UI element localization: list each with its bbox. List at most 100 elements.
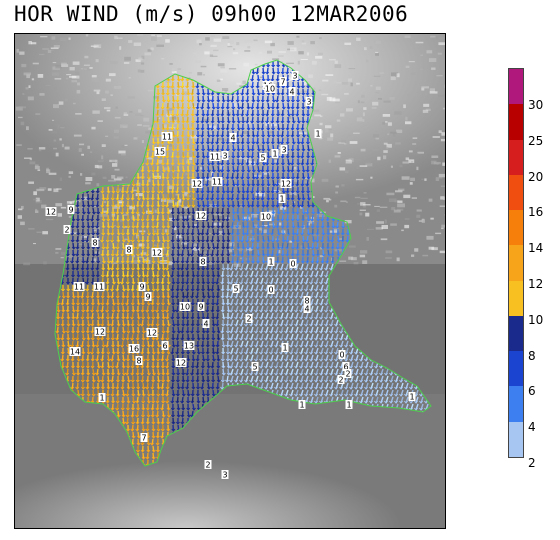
terrain-speckle <box>383 150 388 153</box>
terrain-speckle <box>26 126 29 131</box>
wind-arrow <box>267 130 270 138</box>
terrain-speckle <box>334 64 342 68</box>
wind-arrowhead <box>180 232 185 236</box>
wind-arrow <box>246 193 249 201</box>
wind-arrowhead <box>276 127 281 131</box>
wind-arrow <box>272 67 275 75</box>
terrain-speckle <box>405 116 408 121</box>
wind-arrowhead <box>206 225 211 229</box>
terrain-speckle <box>78 199 81 201</box>
wind-arrow <box>301 179 304 187</box>
wind-arrowhead <box>215 148 220 152</box>
terrain-speckle <box>113 86 122 89</box>
terrain-speckle <box>265 121 269 126</box>
terrain-speckle <box>383 142 388 145</box>
wind-arrowhead <box>285 190 290 194</box>
wind-arrow <box>181 172 184 180</box>
terrain-speckle <box>192 52 197 55</box>
wind-arrowhead <box>280 99 285 103</box>
wind-arrow <box>181 137 184 145</box>
wind-arrowhead <box>170 239 175 243</box>
terrain-speckle <box>310 178 315 183</box>
wind-arrow <box>266 109 269 117</box>
wind-arrowhead <box>135 211 140 215</box>
wind-arrowhead <box>256 92 261 96</box>
wind-arrowhead <box>206 134 211 138</box>
terrain-speckle <box>207 96 212 99</box>
wind-arrowhead <box>220 225 225 229</box>
wind-arrow <box>282 207 285 215</box>
wind-arrowhead <box>200 190 205 194</box>
wind-arrowhead <box>231 211 236 215</box>
wind-arrowhead <box>245 113 250 117</box>
terrain-speckle <box>403 194 411 199</box>
terrain-speckle <box>91 75 97 78</box>
wind-arrowhead <box>166 113 171 117</box>
wind-arrowhead <box>276 232 281 236</box>
wind-arrowhead <box>221 190 226 194</box>
wind-arrowhead <box>71 218 76 222</box>
wind-arrowhead <box>100 239 105 243</box>
wind-arrowhead <box>291 120 296 124</box>
wind-arrow <box>226 123 229 131</box>
terrain-speckle <box>102 176 107 179</box>
wind-arrowhead <box>250 113 255 117</box>
wind-arrowhead <box>161 127 166 131</box>
terrain-speckle <box>55 64 62 69</box>
wind-arrowhead <box>286 169 291 173</box>
terrain-speckle <box>443 196 445 201</box>
wind-arrow <box>196 102 199 110</box>
terrain-speckle <box>96 183 100 187</box>
wind-arrowhead <box>131 232 136 236</box>
wind-arrowhead <box>266 239 271 243</box>
wind-arrowhead <box>201 176 206 180</box>
terrain-speckle <box>127 96 135 99</box>
wind-arrowhead <box>295 183 300 187</box>
terrain-speckle <box>393 209 401 213</box>
terrain-speckle <box>422 254 429 257</box>
wind-arrowhead <box>175 134 180 138</box>
wind-arrowhead <box>186 148 191 152</box>
wind-arrowhead <box>270 106 275 110</box>
wind-arrowhead <box>106 190 111 194</box>
wind-arrowhead <box>210 134 215 138</box>
terrain-speckle <box>153 229 161 231</box>
terrain-speckle <box>222 36 230 39</box>
terrain-speckle <box>260 67 268 71</box>
terrain-speckle <box>359 209 366 211</box>
wind-arrowhead <box>241 190 246 194</box>
terrain-speckle <box>340 200 347 203</box>
terrain-speckle <box>255 187 264 190</box>
terrain-speckle <box>405 65 410 68</box>
wind-arrow <box>172 200 175 208</box>
wind-arrow <box>166 172 169 180</box>
terrain-speckle <box>277 246 284 250</box>
terrain-speckle <box>326 96 332 101</box>
terrain-speckle <box>362 205 366 208</box>
terrain-speckle <box>318 52 323 55</box>
terrain-speckle <box>106 109 111 112</box>
wind-arrowhead <box>281 190 286 194</box>
wind-arrow <box>187 186 190 194</box>
wind-arrowhead <box>206 169 211 173</box>
terrain-speckle <box>391 207 396 211</box>
terrain-speckle <box>351 257 357 261</box>
terrain-speckle <box>226 251 233 253</box>
wind-arrowhead <box>125 190 129 194</box>
wind-arrowhead <box>256 113 261 117</box>
wind-arrow <box>172 130 175 138</box>
terrain-speckle <box>416 166 419 171</box>
wind-arrowhead <box>295 218 300 222</box>
wind-arrowhead <box>151 134 156 138</box>
wind-arrow <box>181 102 184 110</box>
terrain-speckle <box>216 79 221 82</box>
terrain-speckle <box>332 98 340 102</box>
wind-arrow <box>231 221 234 229</box>
wind-arrow <box>102 214 105 222</box>
wind-arrowhead <box>155 162 160 166</box>
terrain-speckle <box>168 261 173 266</box>
wind-arrow <box>126 207 129 215</box>
wind-arrow <box>232 116 235 124</box>
wind-arrowhead <box>235 232 240 236</box>
wind-arrowhead <box>286 106 291 110</box>
